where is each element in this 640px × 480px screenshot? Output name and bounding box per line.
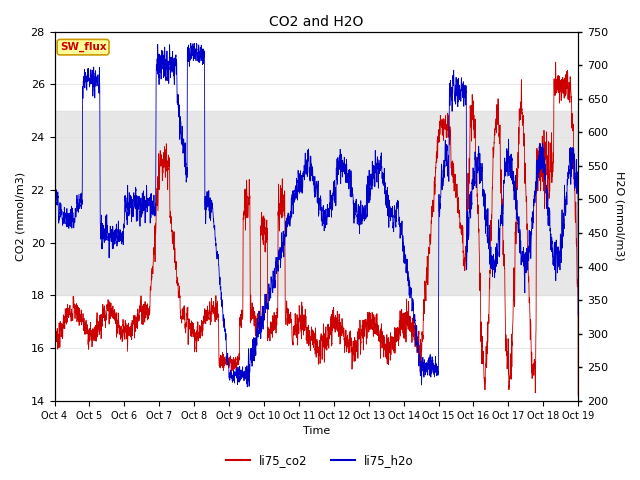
Text: SW_flux: SW_flux <box>60 42 106 52</box>
Legend: li75_co2, li75_h2o: li75_co2, li75_h2o <box>221 449 419 472</box>
Y-axis label: CO2 (mmol/m3): CO2 (mmol/m3) <box>15 172 25 261</box>
Y-axis label: H2O (mmol/m3): H2O (mmol/m3) <box>615 171 625 261</box>
Title: CO2 and H2O: CO2 and H2O <box>269 15 364 29</box>
Bar <box>54 111 578 295</box>
X-axis label: Time: Time <box>303 426 330 436</box>
